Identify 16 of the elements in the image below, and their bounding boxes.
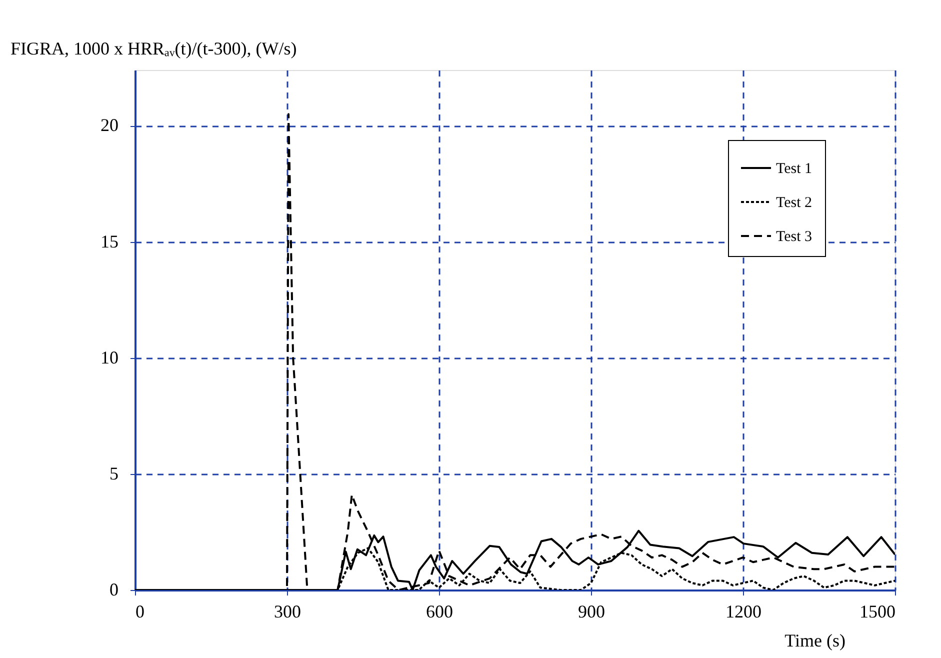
y-axis-title: FIGRA, 1000 x HRRₐᵥ(t)/(t-300), (W/s) — [10, 38, 297, 58]
legend-label: Test 1 — [776, 161, 812, 177]
x-tick-label: 0 — [136, 602, 144, 622]
y-tick-label: 15 — [100, 231, 118, 252]
x-tick-label: 600 — [426, 602, 453, 622]
x-tick-label: 1500 — [860, 602, 896, 622]
x-tick-label: 300 — [274, 602, 301, 622]
x-tick-label: 900 — [578, 602, 605, 622]
y-tick-label: 5 — [110, 463, 118, 484]
legend-label: Test 2 — [776, 195, 812, 211]
y-tick-label: 10 — [100, 347, 118, 368]
legend-label: Test 3 — [776, 229, 812, 245]
x-axis-title: Time (s) — [784, 630, 846, 650]
x-tick-label: 1200 — [726, 602, 762, 622]
y-tick-label: 20 — [100, 115, 118, 136]
y-tick-label: 0 — [110, 580, 118, 600]
